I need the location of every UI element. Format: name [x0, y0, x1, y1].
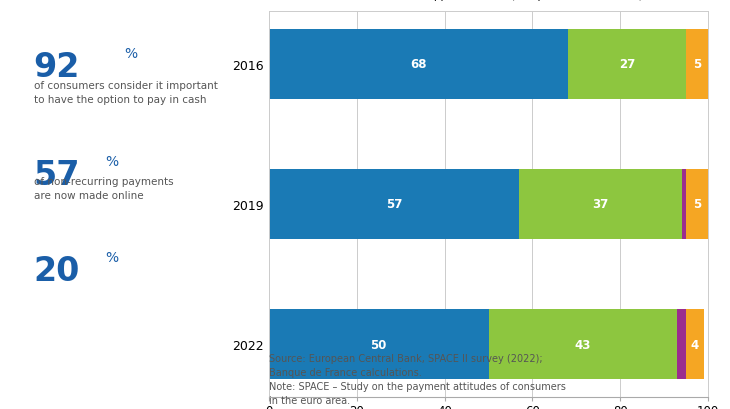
Text: 68: 68 — [410, 58, 426, 71]
Text: 20: 20 — [34, 254, 80, 288]
Text: Source: European Central Bank, SPACE II survey (2022);
Banque de France calculat: Source: European Central Bank, SPACE II … — [269, 353, 566, 405]
Text: 4: 4 — [691, 338, 699, 351]
Text: 37: 37 — [592, 198, 609, 211]
Text: 57: 57 — [34, 158, 80, 191]
Bar — [686, 170, 708, 239]
Text: 5: 5 — [693, 58, 702, 71]
Bar — [682, 170, 686, 239]
Bar — [519, 170, 682, 239]
Bar — [686, 30, 708, 100]
Bar — [677, 309, 686, 379]
Text: 92: 92 — [34, 51, 80, 83]
Text: 50: 50 — [371, 338, 387, 351]
Bar — [567, 30, 686, 100]
Text: %: % — [105, 155, 118, 169]
Text: 57: 57 — [386, 198, 402, 211]
Text: of consumers consider it important
to have the option to pay in cash: of consumers consider it important to ha… — [34, 81, 218, 105]
Text: 43: 43 — [575, 338, 591, 351]
Bar — [269, 170, 519, 239]
Bar — [488, 309, 677, 379]
Text: 5: 5 — [693, 198, 702, 211]
Text: %: % — [124, 47, 137, 61]
Bar — [686, 309, 704, 379]
Bar — [269, 30, 567, 100]
Text: of non-recurring payments
are now made online: of non-recurring payments are now made o… — [34, 177, 173, 201]
Text: 27: 27 — [619, 58, 635, 71]
Bar — [269, 309, 488, 379]
Text: %: % — [105, 251, 118, 265]
